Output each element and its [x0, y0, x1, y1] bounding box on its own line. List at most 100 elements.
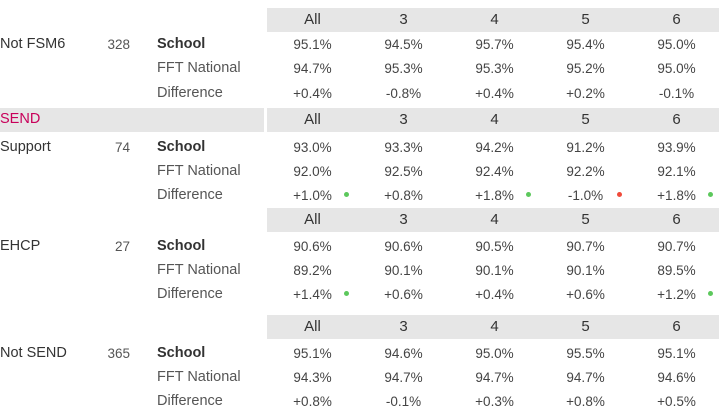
column-header-4: 4 [490, 211, 499, 228]
value-cell: 90.6% [293, 239, 332, 254]
group-name: EHCP [0, 238, 41, 254]
value-cell: 94.5% [384, 37, 423, 52]
value-cell: 93.0% [293, 140, 332, 155]
column-header-all: All [304, 318, 321, 335]
value-cell: 92.1% [657, 164, 696, 179]
row-label: Difference [157, 187, 223, 203]
value-cell: -0.1% [385, 394, 422, 409]
group-count: 328 [107, 37, 130, 52]
value-cell: +0.6% [566, 287, 605, 302]
section-title-send: SEND [0, 111, 41, 127]
column-header-3: 3 [399, 11, 408, 28]
row-label: FFT National [157, 163, 241, 179]
value-cell: +0.3% [475, 394, 514, 409]
column-header-6: 6 [672, 318, 681, 335]
row-label: School [157, 238, 206, 254]
value-cell: 95.1% [293, 37, 332, 52]
value-cell: 90.1% [384, 263, 423, 278]
column-header-bar [267, 8, 719, 32]
row-label: School [157, 345, 206, 361]
column-header-6: 6 [672, 11, 681, 28]
value-cell: +1.8% [657, 188, 696, 203]
row-label: FFT National [157, 369, 241, 385]
value-cell: 92.2% [566, 164, 605, 179]
row-label: Difference [157, 393, 223, 409]
value-cell: 91.2% [566, 140, 605, 155]
value-cell: 90.7% [566, 239, 605, 254]
value-cell: 95.1% [293, 346, 332, 361]
column-header-5: 5 [581, 111, 590, 128]
value-cell: 89.5% [657, 263, 696, 278]
value-cell: -0.8% [385, 86, 422, 101]
row-label: Difference [157, 85, 223, 101]
column-header-4: 4 [490, 11, 499, 28]
value-cell: 90.7% [657, 239, 696, 254]
column-header-bar [267, 108, 719, 132]
column-header-5: 5 [581, 318, 590, 335]
column-header-all: All [304, 211, 321, 228]
column-header-6: 6 [672, 111, 681, 128]
value-cell: 94.7% [475, 370, 514, 385]
value-cell: +1.0% [293, 188, 332, 203]
value-cell: +0.8% [384, 188, 423, 203]
positive-indicator-dot [344, 192, 349, 197]
value-cell: 90.6% [384, 239, 423, 254]
column-header-all: All [304, 111, 321, 128]
value-cell: +0.4% [475, 86, 514, 101]
value-cell: 94.2% [475, 140, 514, 155]
value-cell: 94.3% [293, 370, 332, 385]
value-cell: +0.4% [293, 86, 332, 101]
value-cell: +0.8% [293, 394, 332, 409]
positive-indicator-dot [344, 291, 349, 296]
column-header-5: 5 [581, 11, 590, 28]
value-cell: 95.5% [566, 346, 605, 361]
value-cell: +1.4% [293, 287, 332, 302]
column-header-3: 3 [399, 318, 408, 335]
group-name: Support [0, 139, 51, 155]
value-cell: +0.6% [384, 287, 423, 302]
value-cell: 95.0% [657, 37, 696, 52]
column-header-3: 3 [399, 211, 408, 228]
value-cell: 89.2% [293, 263, 332, 278]
value-cell: 94.7% [566, 370, 605, 385]
value-cell: 94.7% [293, 61, 332, 76]
group-count: 365 [107, 346, 130, 361]
column-header-bar [267, 208, 719, 232]
value-cell: 95.1% [657, 346, 696, 361]
value-cell: 90.1% [475, 263, 514, 278]
value-cell: 93.3% [384, 140, 423, 155]
column-header-4: 4 [490, 318, 499, 335]
row-label: FFT National [157, 262, 241, 278]
value-cell: 94.7% [384, 370, 423, 385]
value-cell: +0.2% [566, 86, 605, 101]
value-cell: 92.5% [384, 164, 423, 179]
column-header-3: 3 [399, 111, 408, 128]
value-cell: +0.4% [475, 287, 514, 302]
section-band [0, 108, 264, 132]
positive-indicator-dot [526, 192, 531, 197]
row-label: School [157, 36, 206, 52]
value-cell: 94.6% [384, 346, 423, 361]
column-header-5: 5 [581, 211, 590, 228]
column-header-all: All [304, 11, 321, 28]
row-label: School [157, 139, 206, 155]
positive-indicator-dot [708, 291, 713, 296]
value-cell: 95.0% [475, 346, 514, 361]
value-cell: 95.3% [475, 61, 514, 76]
value-cell: 90.1% [566, 263, 605, 278]
value-cell: -1.0% [567, 188, 604, 203]
value-cell: 95.4% [566, 37, 605, 52]
column-header-6: 6 [672, 211, 681, 228]
value-cell: 95.7% [475, 37, 514, 52]
group-count: 27 [114, 239, 130, 254]
value-cell: -0.1% [658, 86, 695, 101]
column-header-bar [267, 315, 719, 339]
column-header-4: 4 [490, 111, 499, 128]
row-label: Difference [157, 286, 223, 302]
value-cell: 92.0% [293, 164, 332, 179]
negative-indicator-dot [617, 192, 622, 197]
value-cell: +0.5% [657, 394, 696, 409]
group-count: 74 [114, 140, 130, 155]
value-cell: +1.2% [657, 287, 696, 302]
